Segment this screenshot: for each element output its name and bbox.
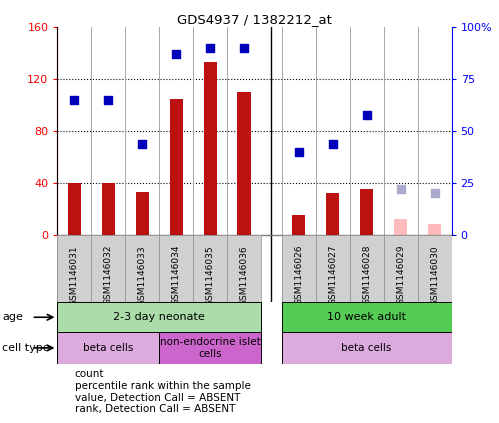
Point xyxy=(70,97,78,104)
Text: 10 week adult: 10 week adult xyxy=(327,312,406,322)
Bar xyxy=(281,332,452,364)
Bar xyxy=(394,219,407,235)
Bar xyxy=(193,235,228,302)
Text: cell type: cell type xyxy=(2,343,50,353)
Text: age: age xyxy=(2,312,23,322)
Title: GDS4937 / 1382212_at: GDS4937 / 1382212_at xyxy=(177,14,332,26)
Text: GSM1146035: GSM1146035 xyxy=(206,245,215,305)
Text: percentile rank within the sample: percentile rank within the sample xyxy=(75,381,250,391)
Text: non-endocrine islet
cells: non-endocrine islet cells xyxy=(160,337,260,359)
Point xyxy=(172,51,180,58)
Text: value, Detection Call = ABSENT: value, Detection Call = ABSENT xyxy=(75,393,240,403)
Bar xyxy=(238,92,251,235)
Bar xyxy=(170,99,183,235)
Point xyxy=(206,45,214,52)
Text: GSM1146036: GSM1146036 xyxy=(240,245,249,305)
Bar xyxy=(326,193,339,235)
Bar xyxy=(350,235,384,302)
Text: beta cells: beta cells xyxy=(341,343,392,353)
Point xyxy=(295,148,303,155)
Text: GSM1146032: GSM1146032 xyxy=(104,245,113,305)
Bar xyxy=(316,235,350,302)
Text: GSM1146030: GSM1146030 xyxy=(430,245,439,305)
Bar xyxy=(125,235,159,302)
Text: GSM1146029: GSM1146029 xyxy=(396,245,405,305)
Point xyxy=(241,45,249,52)
Bar xyxy=(281,235,316,302)
Text: GSM1146031: GSM1146031 xyxy=(70,245,79,305)
Point xyxy=(431,190,439,197)
Bar xyxy=(91,235,125,302)
Bar xyxy=(228,235,261,302)
Text: rank, Detection Call = ABSENT: rank, Detection Call = ABSENT xyxy=(75,404,235,415)
Text: beta cells: beta cells xyxy=(83,343,134,353)
Text: GSM1146027: GSM1146027 xyxy=(328,245,337,305)
Bar xyxy=(57,302,261,332)
Text: count: count xyxy=(75,369,104,379)
Point xyxy=(138,140,146,147)
Bar xyxy=(57,235,91,302)
Bar xyxy=(67,183,81,235)
Bar xyxy=(102,183,115,235)
Bar xyxy=(159,332,261,364)
Text: GSM1146033: GSM1146033 xyxy=(138,245,147,305)
Point xyxy=(363,111,371,118)
Text: GSM1146028: GSM1146028 xyxy=(362,245,371,305)
Text: 2-3 day neonate: 2-3 day neonate xyxy=(113,312,205,322)
Point xyxy=(329,140,337,147)
Bar xyxy=(57,332,159,364)
Bar xyxy=(281,302,452,332)
Bar xyxy=(360,190,373,235)
Bar xyxy=(204,63,217,235)
Text: GSM1146034: GSM1146034 xyxy=(172,245,181,305)
Bar xyxy=(428,224,442,235)
Point xyxy=(104,97,112,104)
Bar xyxy=(292,215,305,235)
Point xyxy=(397,186,405,192)
Bar xyxy=(384,235,418,302)
Bar xyxy=(159,235,193,302)
Bar xyxy=(136,192,149,235)
Text: GSM1146026: GSM1146026 xyxy=(294,245,303,305)
Bar xyxy=(418,235,452,302)
